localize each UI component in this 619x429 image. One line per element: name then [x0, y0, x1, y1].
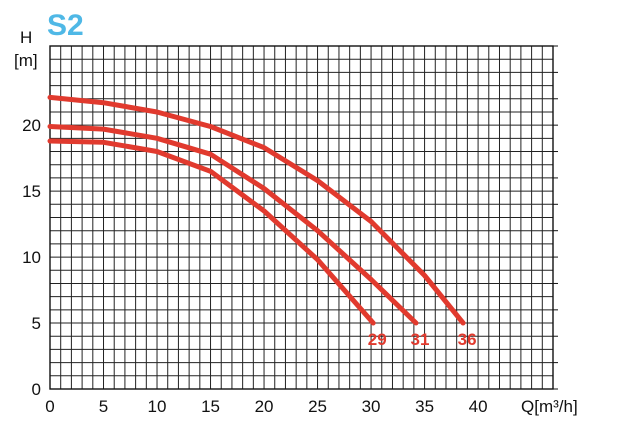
- y-tick-label: 0: [32, 380, 41, 399]
- y-tick-label: 10: [22, 248, 41, 267]
- series-line-29: [47, 138, 376, 326]
- x-tick-label: 15: [201, 397, 220, 416]
- x-axis-title: Q[m³/h]: [521, 397, 578, 416]
- chart-title: S2: [47, 9, 84, 42]
- x-tick-label: 20: [255, 397, 274, 416]
- series-line-36: [47, 94, 466, 326]
- y-tick-label: 20: [22, 116, 41, 135]
- plot-frame: [49, 45, 554, 390]
- x-tick-label: 10: [148, 397, 167, 416]
- series-lines: [47, 94, 466, 326]
- x-tick-label: 40: [469, 397, 488, 416]
- y-axis-unit: [m]: [14, 51, 38, 70]
- y-tick-label: 5: [32, 314, 41, 333]
- x-tick-label: 5: [99, 397, 108, 416]
- tick-labels: 0 5 10 15 20 25 30 35 40 0 5 10 15 20: [22, 116, 487, 416]
- x-tick-label: 0: [45, 397, 54, 416]
- x-tick-label: 30: [362, 397, 381, 416]
- x-tick-label: 35: [415, 397, 434, 416]
- y-axis-title: H: [20, 28, 32, 47]
- series-label-36: 36: [458, 330, 477, 349]
- x-tick-label: 25: [308, 397, 327, 416]
- series-line-31: [47, 124, 419, 326]
- y-tick-label: 15: [22, 182, 41, 201]
- series-labels: 29 31 36: [368, 330, 477, 349]
- series-label-31: 31: [411, 330, 430, 349]
- series-label-29: 29: [368, 330, 387, 349]
